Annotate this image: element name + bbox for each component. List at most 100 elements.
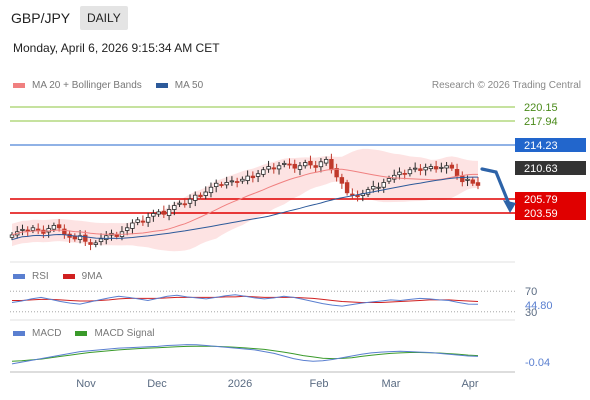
support-label-box xyxy=(515,206,586,220)
candle-body xyxy=(83,234,88,242)
candle-body xyxy=(88,242,93,245)
candle-body xyxy=(386,178,392,182)
macd-legend: MACD MACD Signal xyxy=(13,328,154,339)
rsi-line xyxy=(11,294,479,307)
rsi-legend-label: RSI xyxy=(32,271,49,282)
timestamp: Monday, April 6, 2026 9:15:34 AM CET xyxy=(13,41,220,55)
candle-body xyxy=(392,174,397,180)
current-price-box xyxy=(515,161,586,175)
candle-body xyxy=(135,219,140,223)
candle-body xyxy=(376,186,381,189)
candle-body xyxy=(9,234,15,238)
candle-body xyxy=(156,211,161,215)
macd-value-label: -0.04 xyxy=(525,357,550,369)
macd-signal-line xyxy=(11,345,479,362)
candle-body xyxy=(470,179,475,184)
candle-body xyxy=(276,165,282,170)
candle-body xyxy=(261,169,266,175)
candle-body xyxy=(62,228,67,235)
candle-body xyxy=(145,217,151,223)
rsi-legend: RSI 9MA xyxy=(13,271,102,282)
candle-body xyxy=(187,198,193,204)
candle-body xyxy=(51,224,57,230)
rsi-ma-legend-label: 9MA xyxy=(81,271,103,282)
support-label-box xyxy=(515,192,586,206)
candle-body xyxy=(433,166,439,170)
candle-body xyxy=(460,175,465,183)
rsi-ma-swatch xyxy=(62,274,75,279)
forecast-arrow-head xyxy=(503,200,516,213)
x-tick-label: 2026 xyxy=(228,378,252,390)
candle-body xyxy=(172,205,177,210)
candle-body xyxy=(439,166,444,169)
rsi-value-label: 44.80 xyxy=(525,300,553,312)
resistance-level-label: 220.15 xyxy=(524,102,558,114)
candle-body xyxy=(193,194,198,201)
candle-body xyxy=(104,235,109,240)
x-tick-label: Mar xyxy=(382,378,401,390)
candle-body xyxy=(214,182,219,187)
candle-body xyxy=(140,220,146,223)
x-tick-label: Apr xyxy=(461,378,478,390)
candle-body xyxy=(98,238,104,243)
macd-swatch xyxy=(13,331,25,336)
ma20-legend-label: MA 20 + Bollinger Bands xyxy=(32,80,142,91)
forecast-arrow xyxy=(480,167,511,206)
macd-signal-legend-label: MACD Signal xyxy=(94,328,155,339)
chart-header: GBP/JPY DAILY xyxy=(0,0,590,34)
candle-body xyxy=(428,166,434,170)
resistance-level-label: 217.94 xyxy=(524,116,558,128)
candle-body xyxy=(161,210,167,215)
candle-body xyxy=(323,159,329,164)
candle-body xyxy=(25,229,30,232)
candle-body xyxy=(371,186,376,190)
candle-body xyxy=(219,184,224,186)
ma50-line xyxy=(11,176,478,241)
candle-body xyxy=(234,181,240,183)
candle-body xyxy=(208,186,214,194)
candle-body xyxy=(266,166,271,170)
candle-body xyxy=(182,203,187,206)
x-tick-label: Feb xyxy=(310,378,329,390)
candle-body xyxy=(130,222,135,229)
macd-line xyxy=(11,344,479,365)
candle-body xyxy=(240,178,245,182)
research-credit: Research © 2026 Trading Central xyxy=(431,80,581,91)
rsi-level-label: 70 xyxy=(525,286,537,298)
pivot-level-label: 214.23 xyxy=(524,140,558,152)
main-legend: MA 20 + Bollinger Bands MA 50 xyxy=(13,80,203,91)
candle-body xyxy=(114,234,119,237)
x-tick-label: Dec xyxy=(147,378,167,390)
candle-body xyxy=(35,228,41,231)
candle-body xyxy=(344,182,350,194)
candle-body xyxy=(287,163,292,166)
candle-body xyxy=(297,165,303,170)
candle-body xyxy=(313,165,318,168)
candle-body xyxy=(282,162,287,165)
candle-body xyxy=(407,169,413,175)
candle-body xyxy=(198,194,203,198)
candle-body xyxy=(292,163,297,169)
candle-body xyxy=(93,242,98,245)
candle-body xyxy=(444,165,449,169)
macd-signal-swatch xyxy=(75,331,88,336)
candle-body xyxy=(329,159,334,171)
candle-body xyxy=(245,175,250,181)
support-level-label: 205.79 xyxy=(524,194,558,206)
bollinger-band xyxy=(12,148,478,252)
candle-body xyxy=(318,161,324,168)
ma20-line xyxy=(11,168,478,236)
candle-body xyxy=(151,213,156,217)
ma20-swatch xyxy=(13,83,25,88)
rsi-swatch xyxy=(13,274,25,279)
candle-body xyxy=(412,167,418,170)
candle-body xyxy=(475,182,481,186)
ma50-swatch xyxy=(155,83,168,88)
candle-body xyxy=(177,202,182,205)
candle-body xyxy=(271,167,276,170)
candle-body xyxy=(303,162,308,167)
macd-legend-label: MACD xyxy=(32,328,62,339)
timeframe-button[interactable]: DAILY xyxy=(80,6,128,30)
rsi-level-label: 30 xyxy=(525,307,537,319)
